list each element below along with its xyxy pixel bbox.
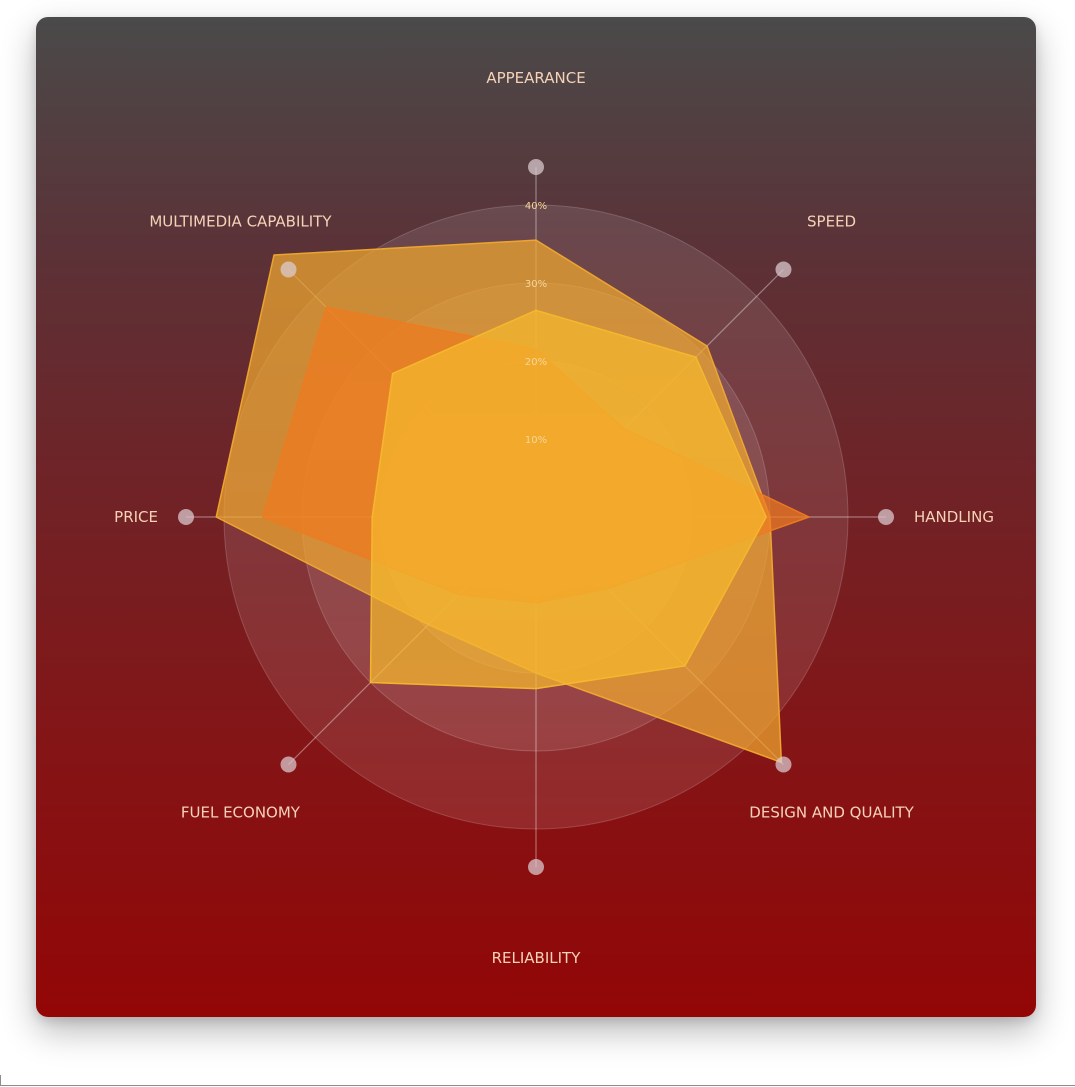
- axis-label-speed: SPEED: [807, 212, 856, 230]
- axis-dot-multimedia-capability: [280, 261, 297, 278]
- axis-dot-reliability: [528, 859, 544, 875]
- tick-label-30: 30%: [525, 279, 547, 290]
- tick-label-20: 20%: [525, 357, 547, 368]
- axis-dot-speed: [775, 261, 792, 278]
- axis-label-multimedia-capability: MULTIMEDIA CAPABILITY: [149, 212, 332, 230]
- axis-dot-appearance: [528, 159, 544, 175]
- axis-dot-price: [178, 509, 194, 525]
- chart-card: 10% 20% 30% 40% APPEARANCE SPEED HANDLING DESI…: [36, 17, 1036, 1017]
- series-polygons: [215, 239, 810, 764]
- radar-chart: 10% 20% 30% 40% APPEARANCE SPEED HANDLING DESI…: [114, 69, 994, 967]
- tick-label-40: 40%: [525, 201, 547, 212]
- axis-end-dots: [178, 159, 894, 875]
- axis-dot-handling: [878, 509, 894, 525]
- axis-dot-fuel-economy: [280, 756, 297, 773]
- axis-label-appearance: APPEARANCE: [486, 69, 585, 87]
- tick-labels: 10% 20% 30% 40%: [525, 201, 547, 446]
- series-polygon-3: [369, 309, 767, 690]
- axis-label-price: PRICE: [114, 508, 158, 526]
- axis-labels: APPEARANCE SPEED HANDLING DESIGN AND QUALIT…: [114, 69, 994, 967]
- axis-label-fuel-economy: FUEL ECONOMY: [181, 804, 301, 822]
- axis-label-design-and-quality: DESIGN AND QUALITY: [749, 804, 914, 822]
- window-edge-left: [0, 1075, 1, 1086]
- tick-label-10: 10%: [525, 435, 547, 446]
- axis-label-reliability: RELIABILITY: [492, 949, 582, 967]
- axis-dot-design-and-quality: [775, 756, 792, 773]
- window-edge-bottom: [0, 1085, 1075, 1086]
- axis-label-handling: HANDLING: [914, 508, 994, 526]
